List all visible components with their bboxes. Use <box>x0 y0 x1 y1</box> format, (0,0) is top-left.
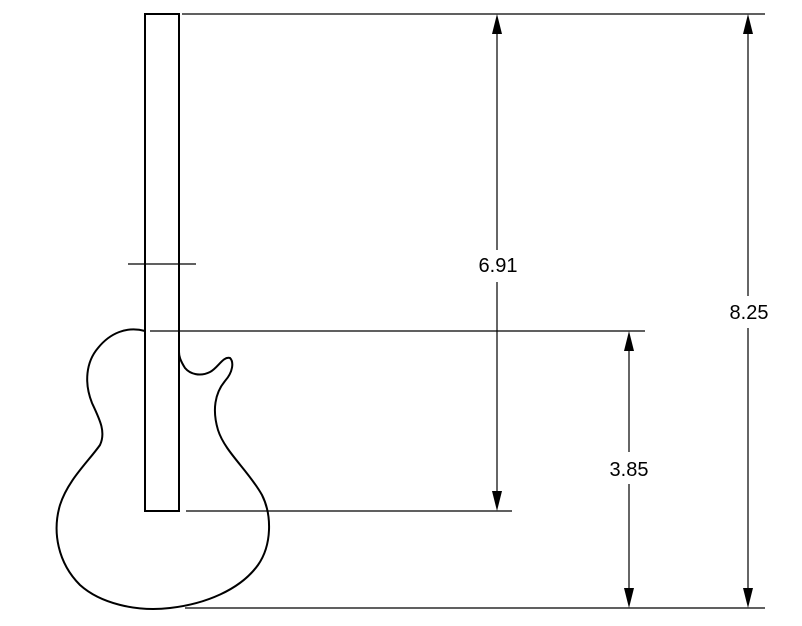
arrowhead-3-85-bottom <box>624 588 634 608</box>
arrowhead-8-25-bottom <box>743 588 753 608</box>
arrowhead-6-91-top <box>492 14 502 34</box>
dimension-label-neck-length: 6.91 <box>479 255 518 277</box>
dimension-label-total-length: 8.25 <box>730 302 769 324</box>
arrowhead-3-85-top <box>624 331 634 351</box>
arrowhead-8-25-top <box>743 14 753 34</box>
dimension-neck-length: 6.91 <box>479 14 518 511</box>
guitar-neck <box>144 13 180 512</box>
dimension-label-body-length: 3.85 <box>610 459 649 481</box>
dimension-total-length: 8.25 <box>730 14 769 608</box>
dimension-body-length: 3.85 <box>610 331 649 608</box>
arrowhead-6-91-bottom <box>492 491 502 511</box>
